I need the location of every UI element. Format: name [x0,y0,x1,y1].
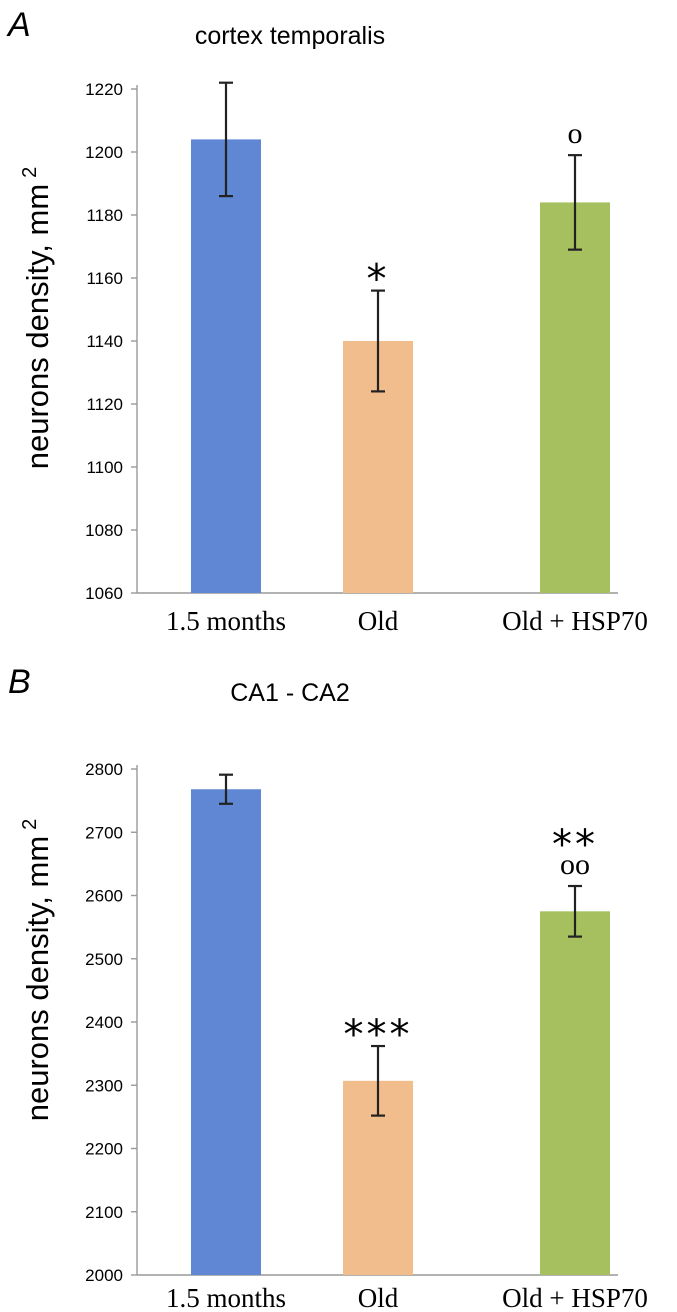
y-tick-label: 2100 [85,1203,123,1222]
error-bar [219,81,233,198]
y-tick-label: 1200 [85,143,123,162]
y-tick-label: 1080 [85,521,123,540]
error-bar [568,154,582,251]
x-tick-label: 1.5 months [166,606,286,636]
y-tick-label: 2600 [85,887,123,906]
y-tick-label: 1120 [86,395,123,414]
y-tick-label: 1160 [86,269,123,288]
y-tick-label: 1060 [85,584,123,603]
x-tick-label: Old + HSP70 [502,606,648,636]
significance-stars: * [367,257,390,303]
significance-stars: ** [552,822,598,868]
y-tick-label: 2800 [85,760,123,779]
x-tick-label: Old + HSP70 [502,1283,648,1312]
x-tick-label: 1.5 months [166,1283,286,1312]
error-bar [371,289,385,393]
x-tick-label: Old [358,1283,399,1312]
chart-title: CA1 - CA2 [230,679,349,707]
x-tick-label: Old [358,606,399,636]
panel-letter: A [6,6,31,44]
significance-stars: *** [344,1012,413,1058]
y-tick-label: 1140 [86,332,123,351]
y-tick-label: 2500 [85,950,123,969]
y-tick-label: 2400 [85,1013,123,1032]
y-tick-label: 2000 [85,1266,123,1285]
y-tick-label: 2300 [85,1076,123,1095]
panel-b: B CA1 - CA2 neurons density, mm2 2000 210… [8,663,648,1312]
error-bar [219,773,233,805]
y-tick-label: 2700 [85,823,123,842]
y-tick-label: 1220 [85,80,123,99]
bar [191,139,261,593]
y-tick-label: 1100 [86,458,123,477]
bar [191,789,261,1275]
y-tick-label: 2200 [85,1140,123,1159]
bar [540,202,610,593]
panel-letter: B [8,663,31,701]
significance-circles: oo [560,848,590,881]
chart-title: cortex temporalis [195,22,385,50]
bar [540,911,610,1275]
significance-circles: o [568,117,583,150]
panel-a: A cortex temporalis neurons density, mm2… [6,6,648,636]
y-tick-label: 1180 [86,206,123,225]
error-bar [568,884,582,938]
error-bar [371,1044,385,1117]
y-axis-label: neurons density, mm2 [19,819,55,1122]
y-axis-label: neurons density, mm2 [19,167,55,470]
